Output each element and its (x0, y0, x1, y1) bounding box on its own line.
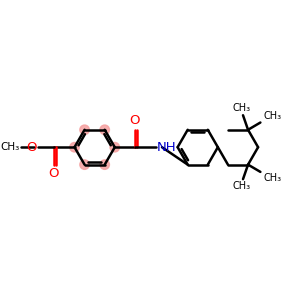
Text: NH: NH (157, 141, 177, 154)
Text: O: O (48, 167, 59, 180)
Circle shape (70, 142, 79, 152)
Text: CH₃: CH₃ (263, 173, 281, 183)
Circle shape (80, 160, 89, 169)
Circle shape (80, 125, 89, 134)
Text: CH₃: CH₃ (233, 182, 251, 191)
Circle shape (100, 160, 110, 169)
Text: CH₃: CH₃ (263, 111, 281, 121)
Circle shape (100, 125, 110, 134)
Text: CH₃: CH₃ (1, 142, 20, 152)
Text: O: O (27, 141, 37, 154)
Circle shape (110, 142, 119, 152)
Text: O: O (130, 114, 140, 127)
Text: CH₃: CH₃ (233, 103, 251, 113)
